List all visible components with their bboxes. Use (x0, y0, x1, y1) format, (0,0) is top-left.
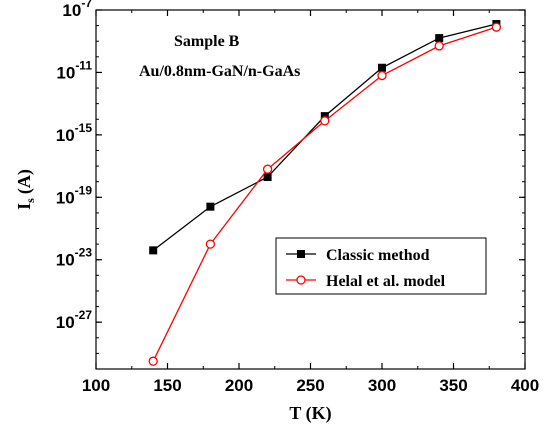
series-line-classic (152, 23, 497, 251)
y-tick-label-exponent: -19 (75, 183, 93, 197)
x-tick-label: 200 (225, 376, 253, 395)
data-point-classic (149, 246, 158, 255)
y-axis-title: Is (A) (14, 169, 37, 210)
y-axis-title-subscript: s (23, 198, 37, 203)
data-point-classic (378, 63, 386, 72)
x-tick-label: 400 (511, 376, 539, 395)
x-tick-label: 250 (296, 376, 324, 395)
annotation-sample: Sample B (174, 33, 240, 50)
legend-box (275, 237, 487, 295)
legend-label-classic: Classic method (326, 247, 430, 264)
legend-marker-helal (296, 275, 306, 285)
y-tick-label: 10-11 (56, 58, 92, 82)
y-tick-label: 10-7 (62, 0, 92, 20)
legend-marker-classic (297, 250, 305, 258)
data-point-helal (320, 116, 330, 126)
legend-label-helal: Helal et al. model (326, 273, 446, 290)
y-tick-label-exponent: -7 (81, 0, 92, 10)
y-tick-label-base: 10 (56, 126, 75, 145)
data-point-classic (206, 202, 215, 211)
y-tick-label-exponent: -23 (75, 246, 93, 260)
data-point-helal (205, 239, 216, 249)
data-point-classic (435, 34, 444, 43)
y-axis-title-symbol: I (14, 203, 34, 210)
y-tick-label-base: 10 (56, 188, 75, 207)
x-tick-label: 100 (82, 376, 110, 395)
x-tick-label: 150 (153, 376, 181, 395)
y-tick-label-base: 10 (56, 63, 75, 82)
y-tick-label-exponent: -15 (75, 121, 93, 135)
x-tick-label: 350 (439, 376, 467, 395)
y-tick-label-base: 10 (56, 313, 75, 332)
annotation-structure: Au/0.8nm-GaN/n-GaAs (139, 63, 300, 80)
data-point-helal (262, 164, 273, 174)
y-tick-label-exponent: -27 (75, 308, 93, 322)
y-tick-label-base: 10 (56, 251, 75, 270)
y-tick-label-base: 10 (62, 1, 81, 20)
data-point-helal (491, 22, 502, 32)
y-tick-label: 10-23 (56, 246, 93, 270)
data-point-helal (148, 356, 158, 366)
x-axis-title: T (K) (289, 403, 331, 424)
y-tick-label: 10-15 (56, 121, 93, 145)
y-tick-label: 10-19 (56, 183, 93, 207)
data-point-classic (263, 173, 272, 182)
data-point-helal (377, 70, 387, 81)
data-point-classic (320, 112, 329, 121)
data-point-helal (434, 41, 444, 51)
y-axis-title-unit: (A) (14, 169, 35, 194)
y-tick-label-exponent: -11 (75, 58, 92, 72)
legend: Classic method Helal et al. model (275, 237, 487, 295)
x-tick-label: 300 (368, 376, 396, 395)
y-tick-label: 10-27 (56, 308, 93, 332)
